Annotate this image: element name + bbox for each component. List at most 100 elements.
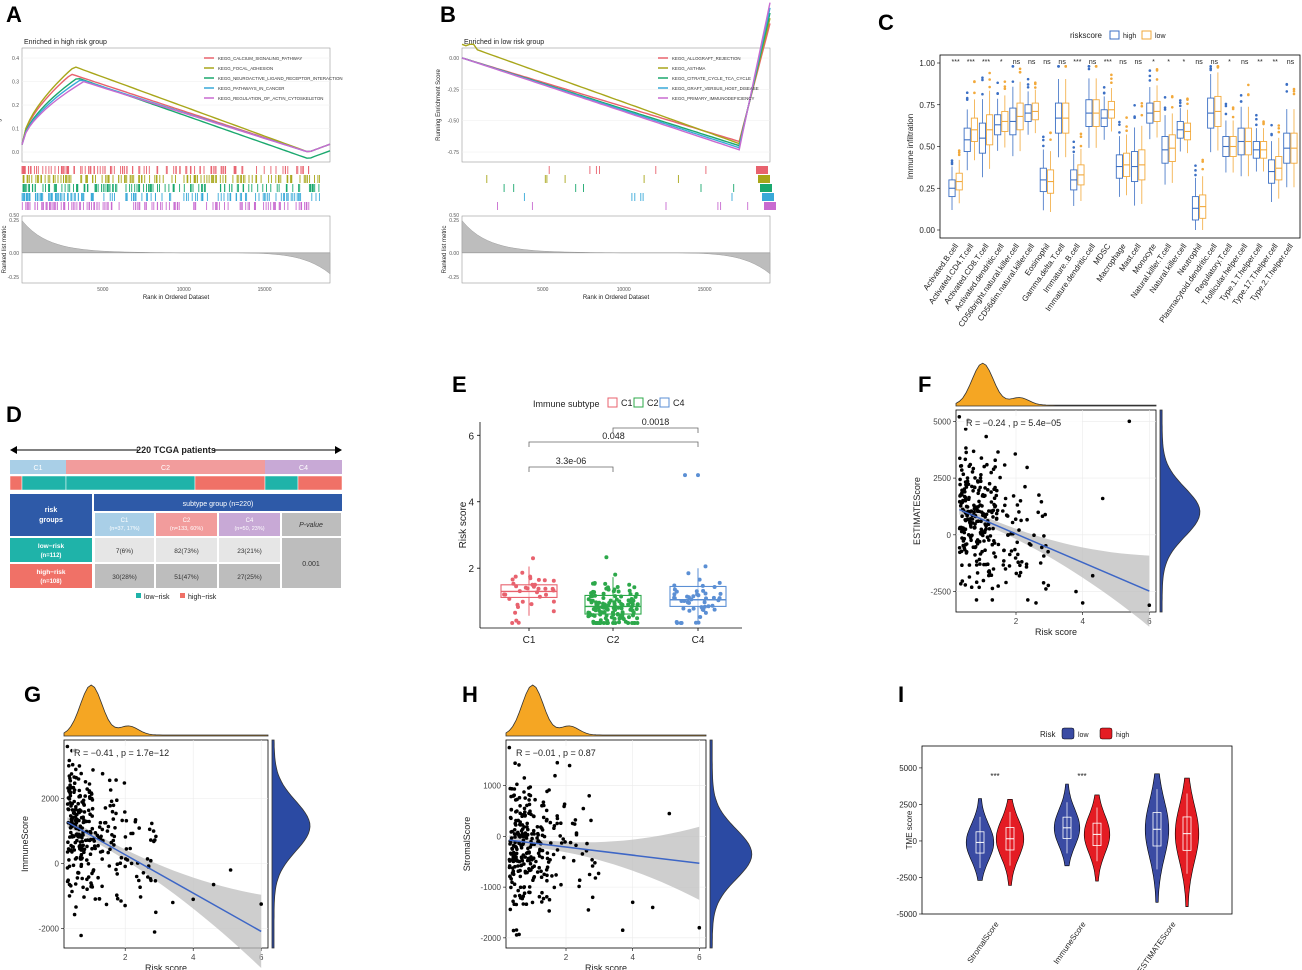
- d-col-header-bg: [219, 513, 280, 536]
- c-outlier: [1018, 70, 1022, 74]
- es-y-tick: -0.75: [448, 150, 460, 156]
- c-outlier: [1087, 67, 1091, 71]
- e-point: [672, 595, 677, 600]
- scatter-point: [531, 878, 535, 882]
- e-y-tick: 4: [468, 498, 474, 509]
- x-label: Risk score: [585, 963, 627, 970]
- d-subtype-label: C1: [34, 465, 43, 472]
- scatter-point: [108, 847, 112, 852]
- c-outlier: [996, 81, 999, 85]
- scatter-point: [93, 897, 98, 901]
- c-outlier: [1186, 98, 1189, 101]
- scatter-point: [522, 885, 526, 890]
- scatter-point: [508, 907, 513, 912]
- d-col-header-bg: [95, 513, 154, 536]
- ci-band: [509, 826, 700, 900]
- c-outlier: [1292, 89, 1296, 93]
- scatter-point: [979, 473, 983, 477]
- scatter-point: [80, 876, 84, 881]
- e-point: [604, 621, 609, 625]
- scatter-point: [69, 830, 73, 835]
- scatter-point: [554, 873, 558, 877]
- c-outlier: [988, 78, 991, 81]
- scatter-point: [85, 858, 89, 862]
- scatter-point: [68, 848, 73, 853]
- legend-label: KEGG_FOCAL_ADHESION: [218, 66, 273, 71]
- scatter-point: [152, 930, 157, 934]
- scatter-point: [540, 890, 544, 895]
- scatter-point: [549, 841, 553, 845]
- scatter-point: [122, 781, 127, 785]
- scatter-point: [562, 804, 566, 809]
- e-point: [603, 581, 608, 586]
- scatter-point: [524, 902, 529, 906]
- d-cell: 30(28%): [112, 574, 137, 581]
- scatter-point: [996, 584, 1000, 588]
- scatter-point: [514, 851, 519, 856]
- scatter-outlier: [590, 895, 595, 900]
- scatter-point: [511, 843, 516, 848]
- scatter-point: [146, 875, 150, 879]
- scatter-point: [527, 798, 531, 802]
- scatter-point: [528, 809, 532, 813]
- annotation-bg: [514, 746, 632, 758]
- scatter-point: [1036, 510, 1040, 515]
- e-point: [711, 595, 716, 600]
- scatter-point: [536, 839, 540, 844]
- scatter-point: [526, 827, 530, 832]
- scatter-point: [107, 778, 112, 783]
- d-cell-bg: [219, 564, 280, 588]
- d-subtype-band: [265, 460, 342, 474]
- scatter-point: [978, 476, 983, 480]
- c-y-tick: 0.25: [919, 184, 935, 193]
- scatter-point: [115, 893, 119, 897]
- e-point: [695, 592, 700, 597]
- e-point: [586, 614, 591, 619]
- x-tick: 10000: [177, 287, 191, 293]
- e-point: [601, 621, 606, 625]
- y-tick: -2000: [39, 925, 60, 934]
- scatter-point: [65, 850, 70, 854]
- c-outlier: [996, 91, 999, 95]
- scatter-point: [547, 897, 552, 902]
- scatter-point: [70, 845, 75, 849]
- c-significance: ns: [1241, 59, 1249, 66]
- scatter-point: [509, 852, 513, 856]
- scatter-point: [982, 539, 986, 543]
- scatter-point: [973, 553, 977, 557]
- scatter-outlier: [667, 811, 672, 816]
- scatter-point: [97, 825, 102, 829]
- c-significance: ***: [1073, 59, 1081, 66]
- scatter-point: [593, 876, 598, 880]
- scatter-point: [138, 895, 143, 899]
- scatter-point: [516, 818, 520, 823]
- scatter-point: [1013, 556, 1018, 560]
- scatter-point: [988, 534, 993, 538]
- scatter-point: [960, 514, 964, 518]
- scatter-point: [1006, 533, 1010, 537]
- panel-letter-e: E: [452, 372, 467, 397]
- c-significance: ***: [952, 59, 960, 66]
- scatter-point: [1042, 554, 1046, 558]
- scatter-point: [991, 567, 996, 571]
- panel-h: -2000 -1000 0 1000 2 4 6 Risk score StromalScore…: [462, 684, 753, 970]
- e-point: [627, 588, 632, 593]
- scatter-point: [82, 810, 87, 814]
- panel-letter-h: H: [462, 682, 478, 707]
- scatter-point: [1003, 496, 1008, 501]
- e-point: [706, 604, 711, 609]
- e-point: [717, 580, 722, 585]
- scatter-point: [976, 480, 980, 484]
- c-significance: ns: [1013, 59, 1021, 66]
- c-outlier: [981, 78, 984, 82]
- scatter-point: [1017, 574, 1022, 578]
- d-cell-bg: [95, 564, 154, 588]
- e-point: [619, 606, 624, 611]
- c-outlier: [1125, 125, 1128, 128]
- e-point: [551, 588, 556, 593]
- es-y-tick: 0.0: [12, 150, 19, 156]
- c-outlier: [1247, 93, 1250, 97]
- scatter-point: [537, 894, 542, 899]
- scatter-point: [100, 849, 105, 854]
- i-y-tick: -2500: [897, 873, 918, 882]
